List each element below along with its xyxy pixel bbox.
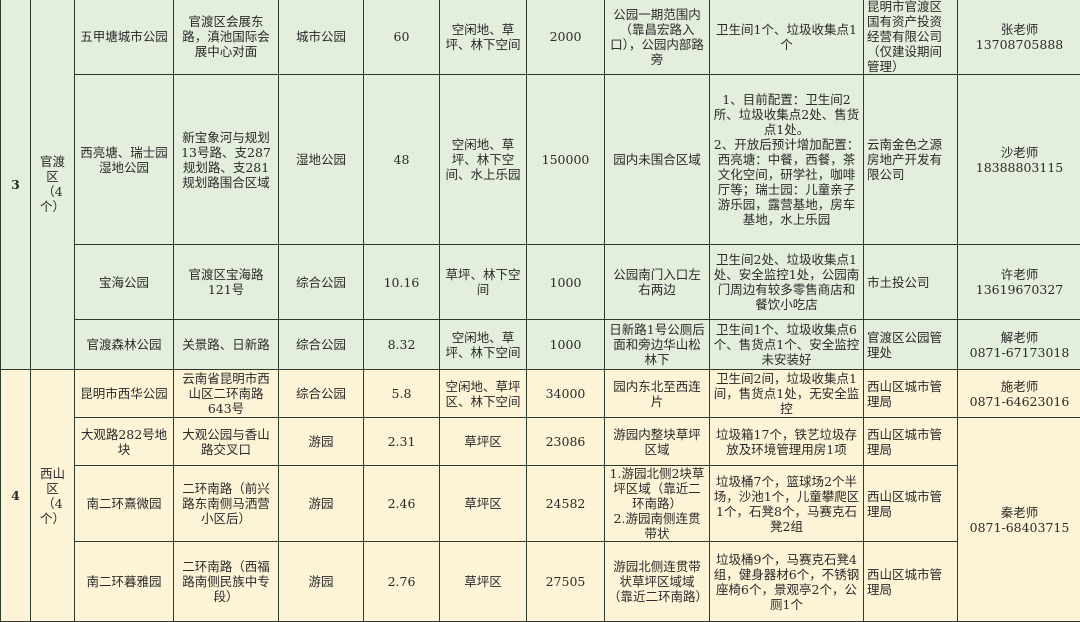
cell-contact: 沙老师 18388803115 (958, 75, 1080, 245)
cell-address: 关景路、日新路 (174, 320, 279, 370)
cell-facilities: 卫生间2处、垃圾收集点1处、安全监控1处，公园南门周边有较多零售商店和餐饮小吃店 (710, 245, 864, 320)
cell-contact: 许老师 13619670327 (958, 245, 1080, 320)
cell-space: 空闲地、草坪、林下空间、水上乐园 (440, 75, 527, 245)
cell-address: 官渡区会展东路，滇池国际会展中心对面 (174, 0, 279, 75)
cell-location: 公园一期范围内（靠昌宏路入口），公园内部路旁 (605, 0, 710, 75)
cell-area: 2.76 (364, 542, 440, 622)
cell-location: 园内未围合区域 (605, 75, 710, 245)
cell-contact: 施老师 0871-64623016 (958, 370, 1080, 418)
cell-area: 2.31 (364, 418, 440, 466)
cell-size: 34000 (527, 370, 605, 418)
cell-space: 草坪区 (440, 542, 527, 622)
cell-contact: 秦老师 0871-68403715 (958, 418, 1080, 622)
cell-name: 南二环熹微园 (75, 466, 174, 542)
cell-name: 五甲塘城市公园 (75, 0, 174, 75)
cell-facilities: 垃圾箱17个，铁艺垃圾存放及环境管理用房1项 (710, 418, 864, 466)
cell-area: 5.8 (364, 370, 440, 418)
cell-address: 官渡区宝海路121号 (174, 245, 279, 320)
cell-type: 综合公园 (279, 320, 364, 370)
cell-size: 23086 (527, 418, 605, 466)
cell-type: 游园 (279, 542, 364, 622)
cell-contact: 解老师 0871-67173018 (958, 320, 1080, 370)
cell-facilities: 卫生间2间，垃圾收集点1间，售货点1处，无安全监控 (710, 370, 864, 418)
cell-area: 10.16 (364, 245, 440, 320)
group-number: 3 (1, 0, 31, 370)
cell-type: 城市公园 (279, 0, 364, 75)
district: 西山区 （4个） (31, 370, 75, 622)
cell-name: 南二环暮雅园 (75, 542, 174, 622)
cell-name: 宝海公园 (75, 245, 174, 320)
cell-area: 60 (364, 0, 440, 75)
cell-space: 草坪区 (440, 418, 527, 466)
cell-name: 大观路282号地块 (75, 418, 174, 466)
table-row: 西亮塘、瑞士园湿地公园新宝象河与规划13号路、支287规划路、支281规划路围合… (1, 75, 1080, 245)
cell-facilities: 卫生间1个、垃圾收集点6个、售货点1个、安全监控未安装好 (710, 320, 864, 370)
cell-space: 草坪区 (440, 466, 527, 542)
cell-name: 昆明市西华公园 (75, 370, 174, 418)
cell-manager: 西山区城市管理局 (864, 418, 958, 466)
cell-facilities: 卫生间1个、垃圾收集点1个 (710, 0, 864, 75)
cell-size: 27505 (527, 542, 605, 622)
cell-location: 游园北侧连贯带状草坪区域域（靠近二环南路） (605, 542, 710, 622)
cell-size: 1000 (527, 320, 605, 370)
cell-area: 2.46 (364, 466, 440, 542)
cell-facilities: 垃圾桶9个，马赛克石凳4组，健身器材6个，不锈钢座椅6个，景观亭2个，公厕1个 (710, 542, 864, 622)
group-number: 4 (1, 370, 31, 622)
cell-address: 二环南路（西福路南侧民族中专段） (174, 542, 279, 622)
cell-facilities: 垃圾桶7个，篮球场2个半场，沙池1个，儿童攀爬区1个，石凳8个，马赛克石凳2组 (710, 466, 864, 542)
cell-space: 草坪、林下空间 (440, 245, 527, 320)
cell-manager: 市土投公司 (864, 245, 958, 320)
cell-name: 西亮塘、瑞士园湿地公园 (75, 75, 174, 245)
cell-location: 公园南门入口左右两边 (605, 245, 710, 320)
cell-manager: 官渡区公园管理处 (864, 320, 958, 370)
cell-location: 游园内整块草坪区域 (605, 418, 710, 466)
cell-manager: 西山区城市管理局 (864, 370, 958, 418)
cell-manager: 西山区城市管理局 (864, 466, 958, 542)
cell-address: 二环南路（前兴路东南侧马洒营小区后） (174, 466, 279, 542)
cell-type: 游园 (279, 466, 364, 542)
cell-type: 综合公园 (279, 370, 364, 418)
district: 官渡区 （4个） (31, 0, 75, 370)
cell-space: 空闲地、草坪、林下空间 (440, 320, 527, 370)
cell-address: 新宝象河与规划13号路、支287规划路、支281规划路围合区域 (174, 75, 279, 245)
cell-location: 1.游园北侧2块草坪区域（靠近二环南路） 2.游园南侧连贯带状 (605, 466, 710, 542)
cell-size: 150000 (527, 75, 605, 245)
cell-size: 1000 (527, 245, 605, 320)
cell-address: 大观公园与香山路交叉口 (174, 418, 279, 466)
cell-space: 空闲地、草坪区、林下空间 (440, 370, 527, 418)
cell-address: 云南省昆明市西山区二环南路643号 (174, 370, 279, 418)
cell-facilities: 1、目前配置：卫生间2所、垃圾收集点2处、售货点1处。 2、开放后预计增加配置：… (710, 75, 864, 245)
cell-manager: 西山区城市管理局 (864, 542, 958, 622)
cell-type: 游园 (279, 418, 364, 466)
cell-location: 园内东北至西连片 (605, 370, 710, 418)
cell-size: 2000 (527, 0, 605, 75)
cell-space: 空闲地、草坪、林下空间 (440, 0, 527, 75)
cell-type: 综合公园 (279, 245, 364, 320)
cell-location: 日新路1号公厕后面和旁边华山松林下 (605, 320, 710, 370)
cell-area: 48 (364, 75, 440, 245)
cell-size: 24582 (527, 466, 605, 542)
cell-name: 官渡森林公园 (75, 320, 174, 370)
cell-contact: 张老师 13708705888 (958, 0, 1080, 75)
cell-area: 8.32 (364, 320, 440, 370)
cell-manager: 昆明市官渡区国有资产投资经营有限公司（仅建设期间管理） (864, 0, 958, 75)
cell-type: 湿地公园 (279, 75, 364, 245)
cell-manager: 云南金色之源房地产开发有限公司 (864, 75, 958, 245)
